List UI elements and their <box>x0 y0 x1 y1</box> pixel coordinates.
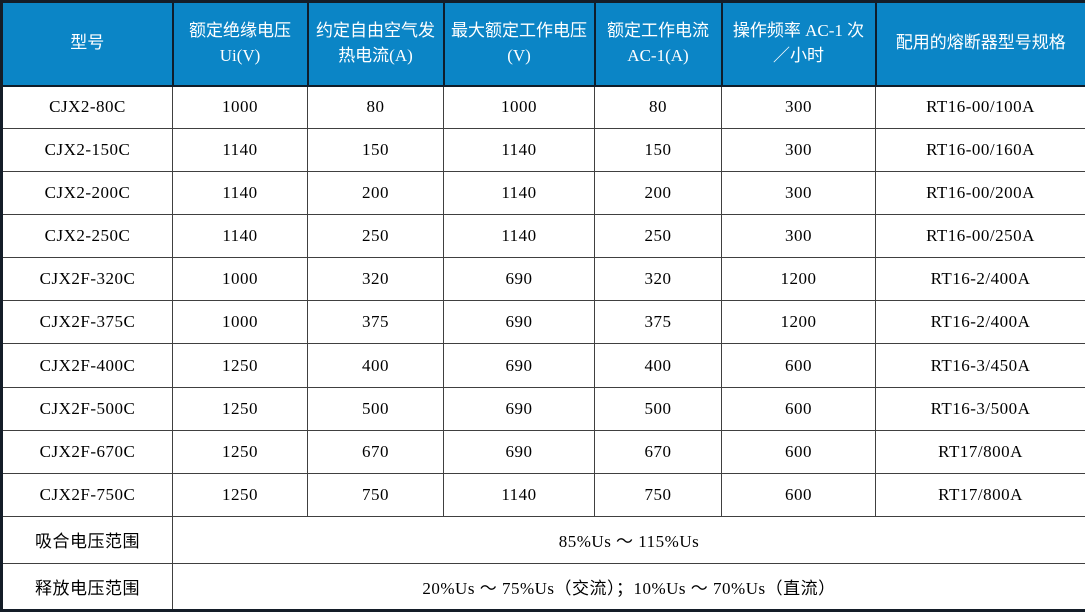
table-row: CJX2F-750C 1250 750 1140 750 600 RT17/80… <box>1 472 1085 517</box>
cell-operating-frequency: 300 <box>721 128 876 173</box>
cell-operating-frequency: 600 <box>721 343 876 388</box>
cell-model: CJX2F-320C <box>1 257 173 302</box>
release-voltage-label: 释放电压范围 <box>1 562 173 612</box>
cell-thermal-current: 250 <box>307 214 444 259</box>
header-row: 型号 额定绝缘电压 Ui(V) 约定自由空气发热电流(A) 最大额定工作电压(V… <box>0 0 1085 87</box>
table-row: CJX2-200C 1140 200 1140 200 300 RT16-00/… <box>1 171 1085 216</box>
table-row: CJX2-150C 1140 150 1140 150 300 RT16-00/… <box>1 128 1085 173</box>
cell-insulation-voltage: 1250 <box>172 472 308 517</box>
cell-working-current: 200 <box>594 171 722 216</box>
header-cell-thermal-current: 约定自由空气发热电流(A) <box>306 0 445 87</box>
table-row: CJX2F-320C 1000 320 690 320 1200 RT16-2/… <box>1 257 1085 302</box>
cell-thermal-current: 150 <box>307 128 444 173</box>
cell-fuse-spec: RT16-3/500A <box>875 386 1085 431</box>
cell-operating-frequency: 1200 <box>721 300 876 345</box>
cell-fuse-spec: RT16-00/160A <box>875 128 1085 173</box>
header-cell-fuse-spec: 配用的熔断器型号规格 <box>874 0 1085 87</box>
cell-model: CJX2F-750C <box>1 472 173 517</box>
cell-operating-frequency: 600 <box>721 429 876 474</box>
table-row: CJX2-250C 1140 250 1140 250 300 RT16-00/… <box>1 214 1085 259</box>
cell-max-working-voltage: 690 <box>443 429 595 474</box>
cell-insulation-voltage: 1250 <box>172 429 308 474</box>
cell-thermal-current: 320 <box>307 257 444 302</box>
cell-fuse-spec: RT16-2/400A <box>875 257 1085 302</box>
table-row: CJX2F-375C 1000 375 690 375 1200 RT16-2/… <box>1 300 1085 345</box>
cell-model: CJX2F-500C <box>1 386 173 431</box>
cell-operating-frequency: 300 <box>721 171 876 216</box>
cell-max-working-voltage: 690 <box>443 300 595 345</box>
cell-thermal-current: 375 <box>307 300 444 345</box>
table-row: CJX2F-500C 1250 500 690 500 600 RT16-3/5… <box>1 386 1085 431</box>
cell-working-current: 670 <box>594 429 722 474</box>
cell-insulation-voltage: 1140 <box>172 214 308 259</box>
table-row: CJX2F-400C 1250 400 690 400 600 RT16-3/4… <box>1 343 1085 388</box>
cell-working-current: 250 <box>594 214 722 259</box>
header-cell-model: 型号 <box>0 0 174 87</box>
table-row: CJX2F-670C 1250 670 690 670 600 RT17/800… <box>1 429 1085 474</box>
cell-fuse-spec: RT17/800A <box>875 429 1085 474</box>
cell-working-current: 375 <box>594 300 722 345</box>
cell-max-working-voltage: 690 <box>443 257 595 302</box>
cell-max-working-voltage: 1140 <box>443 171 595 216</box>
cell-model: CJX2-80C <box>1 84 173 130</box>
cell-insulation-voltage: 1000 <box>172 84 308 130</box>
cell-insulation-voltage: 1250 <box>172 386 308 431</box>
cell-operating-frequency: 300 <box>721 84 876 130</box>
cell-thermal-current: 80 <box>307 84 444 130</box>
cell-max-working-voltage: 1140 <box>443 128 595 173</box>
cell-working-current: 320 <box>594 257 722 302</box>
cell-fuse-spec: RT16-00/250A <box>875 214 1085 259</box>
cell-operating-frequency: 600 <box>721 386 876 431</box>
cell-fuse-spec: RT17/800A <box>875 472 1085 517</box>
cell-working-current: 500 <box>594 386 722 431</box>
cell-model: CJX2F-670C <box>1 429 173 474</box>
cell-working-current: 80 <box>594 84 722 130</box>
cell-thermal-current: 670 <box>307 429 444 474</box>
cell-model: CJX2-150C <box>1 128 173 173</box>
cell-max-working-voltage: 690 <box>443 386 595 431</box>
cell-insulation-voltage: 1250 <box>172 343 308 388</box>
cell-thermal-current: 400 <box>307 343 444 388</box>
cell-thermal-current: 750 <box>307 472 444 517</box>
pickup-voltage-value: 85%Us ～ 115%Us <box>172 515 1085 564</box>
cell-operating-frequency: 1200 <box>721 257 876 302</box>
pickup-voltage-row: 吸合电压范围 85%Us ～ 115%Us <box>1 515 1085 564</box>
cell-fuse-spec: RT16-3/450A <box>875 343 1085 388</box>
pickup-voltage-label: 吸合电压范围 <box>1 515 173 564</box>
cell-working-current: 750 <box>594 472 722 517</box>
header-cell-working-current: 额定工作电流 AC-1(A) <box>593 0 723 87</box>
release-voltage-value: 20%Us ～ 75%Us（交流）；10%Us ～ 70%Us（直流） <box>172 562 1085 612</box>
cell-model: CJX2F-400C <box>1 343 173 388</box>
cell-working-current: 400 <box>594 343 722 388</box>
cell-fuse-spec: RT16-00/200A <box>875 171 1085 216</box>
cell-max-working-voltage: 1140 <box>443 472 595 517</box>
cell-fuse-spec: RT16-00/100A <box>875 84 1085 130</box>
cell-max-working-voltage: 1000 <box>443 84 595 130</box>
cell-model: CJX2-250C <box>1 214 173 259</box>
cell-model: CJX2-200C <box>1 171 173 216</box>
cell-max-working-voltage: 1140 <box>443 214 595 259</box>
table-row: CJX2-80C 1000 80 1000 80 300 RT16-00/100… <box>1 84 1085 130</box>
cell-thermal-current: 500 <box>307 386 444 431</box>
cell-max-working-voltage: 690 <box>443 343 595 388</box>
cell-insulation-voltage: 1140 <box>172 128 308 173</box>
cell-insulation-voltage: 1140 <box>172 171 308 216</box>
header-cell-insulation-voltage: 额定绝缘电压 Ui(V) <box>171 0 309 87</box>
cell-model: CJX2F-375C <box>1 300 173 345</box>
release-voltage-row: 释放电压范围 20%Us ～ 75%Us（交流）；10%Us ～ 70%Us（直… <box>1 562 1085 612</box>
cell-insulation-voltage: 1000 <box>172 300 308 345</box>
cell-insulation-voltage: 1000 <box>172 257 308 302</box>
cell-operating-frequency: 300 <box>721 214 876 259</box>
cell-working-current: 150 <box>594 128 722 173</box>
header-cell-max-working-voltage: 最大额定工作电压(V) <box>442 0 596 87</box>
cell-thermal-current: 200 <box>307 171 444 216</box>
cell-operating-frequency: 600 <box>721 472 876 517</box>
header-cell-operating-frequency: 操作频率 AC-1 次／小时 <box>720 0 877 87</box>
cell-fuse-spec: RT16-2/400A <box>875 300 1085 345</box>
